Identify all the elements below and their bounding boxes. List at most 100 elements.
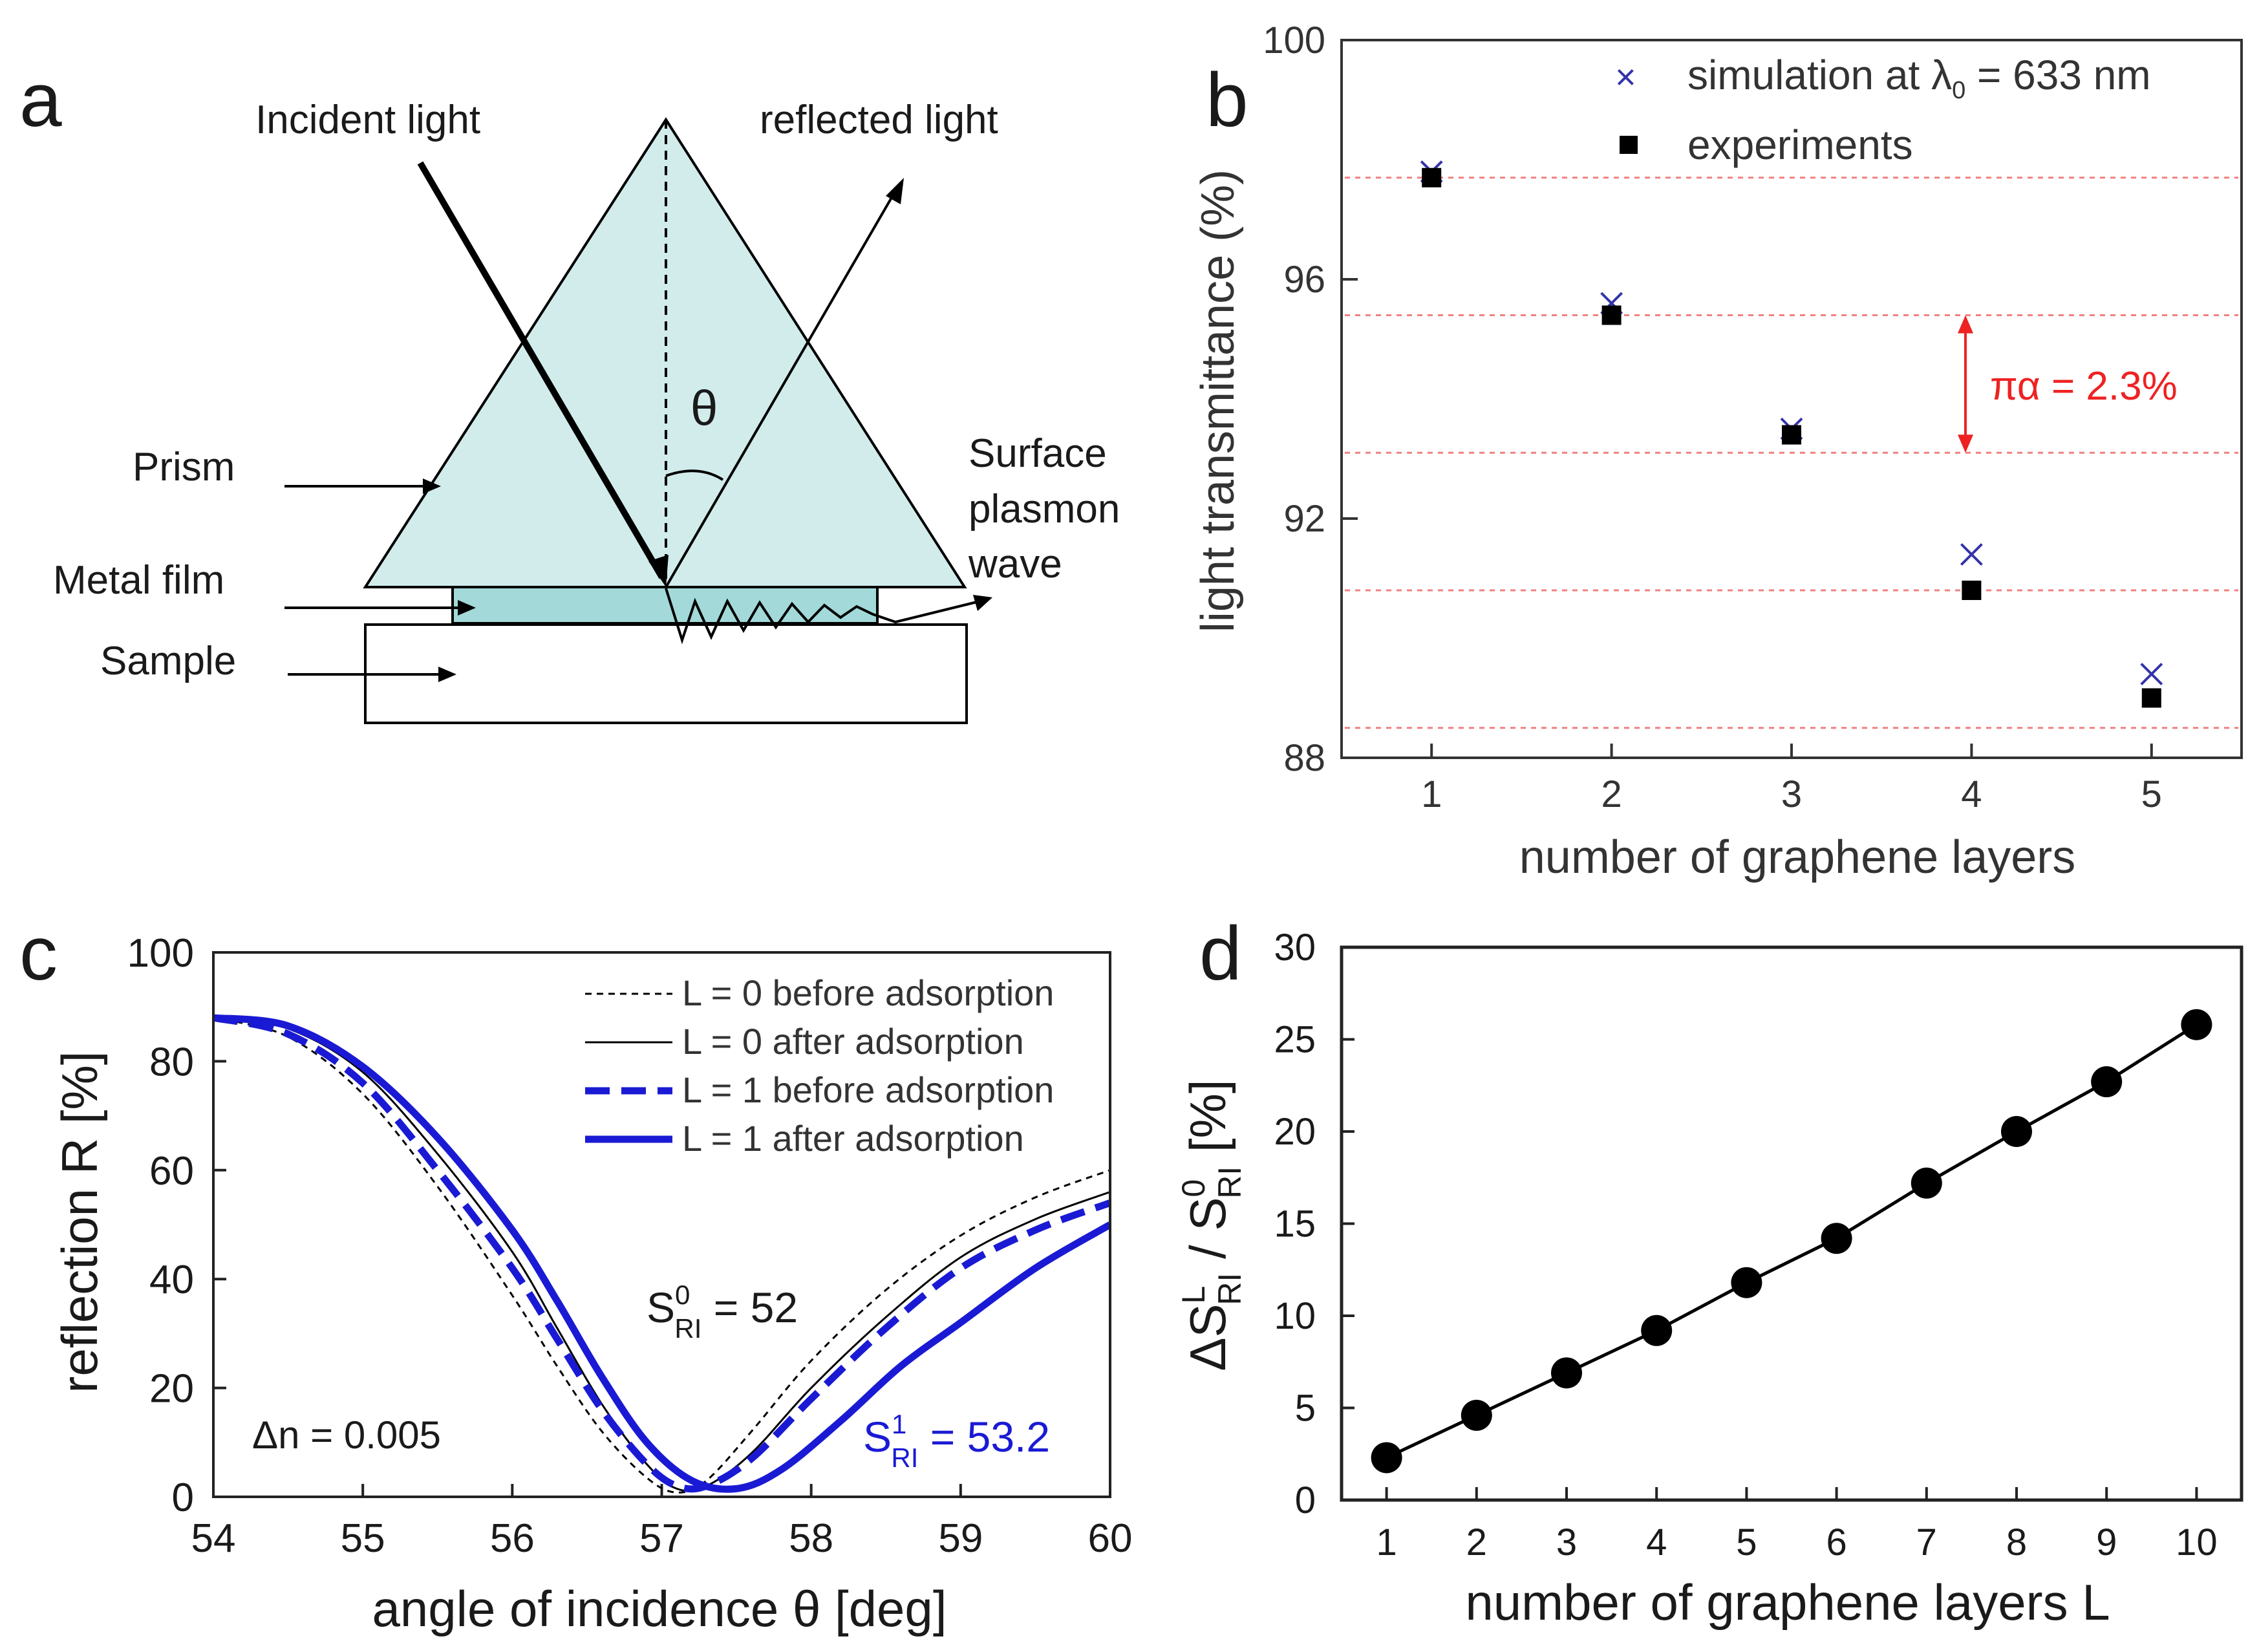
y-tick-label-d: 0 xyxy=(1295,1479,1316,1521)
legend-sim-tail: = 633 nm xyxy=(1965,52,2150,98)
pi-alpha-arrowhead-bottom xyxy=(1958,434,1973,453)
ticks-b: 1 2 3 4 5 88 92 96 100 xyxy=(1263,19,2162,815)
panel-label-a: a xyxy=(19,58,62,143)
film-pointer-head xyxy=(458,600,476,616)
data-point-d xyxy=(2001,1116,2032,1147)
s0-tail: = 52 xyxy=(701,1283,798,1331)
y-tick-label-d: 15 xyxy=(1274,1203,1316,1245)
s0-sub: RI xyxy=(674,1313,701,1344)
data-point-d xyxy=(1461,1399,1492,1431)
x-tick-label-d: 9 xyxy=(2096,1521,2117,1563)
theta-label: θ xyxy=(691,381,718,436)
x-tick-label-c: 56 xyxy=(490,1516,535,1561)
panel-b-chart: b 1 2 3 4 5 88 92 96 100 πα = 2.3% × simulation … xyxy=(1192,19,2243,883)
data-point-d xyxy=(1641,1314,1673,1346)
x-tick-label-b: 5 xyxy=(2141,773,2162,815)
experiment-point xyxy=(1422,167,1442,188)
x-tick-label-d: 8 xyxy=(2006,1521,2027,1563)
y-tick-label-b: 92 xyxy=(1283,498,1325,540)
sample-shape xyxy=(364,623,968,724)
s1-sup: 1 xyxy=(892,1409,906,1439)
y-tick-label-d: 25 xyxy=(1274,1019,1316,1061)
sample-label: Sample xyxy=(100,639,236,683)
incident-light-label: Incident light xyxy=(255,98,480,142)
plasmon-label: plasmon xyxy=(969,487,1120,531)
x-tick-label-d: 4 xyxy=(1646,1521,1667,1563)
panel-d-chart: d 1 2 3 4 5 6 7 8 9 10 0 5 10 15 20 25 30 number of grap… xyxy=(1175,911,2243,1631)
experiment-point xyxy=(1962,581,1982,600)
panel-label-c: c xyxy=(19,911,58,996)
metal-film-label: Metal film xyxy=(53,558,224,603)
ylab-sub1: RI xyxy=(1212,1273,1248,1305)
y-tick-label-b: 96 xyxy=(1283,259,1325,301)
x-tick-label-b: 4 xyxy=(1961,773,1982,815)
x-axis-label-d: number of graphene layers L xyxy=(1465,1574,2110,1631)
s0-annotation: S0 RI = 52 xyxy=(647,1280,798,1344)
curve-group-c xyxy=(215,1014,1109,1494)
x-tick-label-c: 57 xyxy=(639,1516,684,1561)
y-tick-label-c: 0 xyxy=(172,1475,194,1520)
legend-label-experiments: experiments xyxy=(1687,122,1913,168)
s0-main: S xyxy=(647,1283,675,1331)
y-tick-label-c: 100 xyxy=(127,931,194,976)
s1-annotation: S1 RI = 53.2 xyxy=(863,1409,1050,1473)
data-series-d xyxy=(1371,1009,2212,1474)
ylab-sup1: L xyxy=(1175,1286,1212,1304)
legend-sim-main: simulation at λ xyxy=(1687,52,1952,98)
y-tick-label-c: 20 xyxy=(149,1367,194,1411)
data-point-d xyxy=(1371,1442,1402,1474)
trend-line-d xyxy=(1386,1023,2198,1459)
annotation-b: πα = 2.3% xyxy=(1958,315,2178,453)
legend-marker-experiments xyxy=(1620,136,1638,154)
x-tick-label-d: 6 xyxy=(1826,1521,1847,1563)
legend-label-c: L = 0 after adsorption xyxy=(682,1021,1024,1062)
reflected-light-label: reflected light xyxy=(760,98,998,142)
legend-label-simulation: simulation at λ0 = 633 nm xyxy=(1687,52,2151,104)
x-tick-label-c: 55 xyxy=(341,1516,385,1561)
x-tick-label-d: 2 xyxy=(1466,1521,1487,1563)
metal-film-shape xyxy=(451,586,879,625)
curve-solid-thin xyxy=(215,1016,1109,1492)
x-tick-label-d: 7 xyxy=(1916,1521,1937,1563)
surface-label: Surface xyxy=(969,431,1107,476)
simulation-point xyxy=(1960,543,1983,566)
y-tick-label-c: 40 xyxy=(149,1258,194,1302)
legend-label-c: L = 1 before adsorption xyxy=(682,1069,1054,1110)
x-tick-label-c: 60 xyxy=(1088,1516,1133,1561)
legend-label-c: L = 0 before adsorption xyxy=(682,972,1054,1013)
x-tick-label-d: 10 xyxy=(2176,1521,2218,1563)
x-tick-label-b: 3 xyxy=(1781,773,1802,815)
s1-main: S xyxy=(863,1413,892,1461)
y-tick-label-d: 20 xyxy=(1274,1111,1316,1153)
incident-light-ray xyxy=(417,161,665,579)
incident-arrowhead xyxy=(648,555,669,587)
simulation-point-stroke-b xyxy=(1960,543,1983,566)
experiment-point xyxy=(1782,425,1801,445)
curve-solid-thick xyxy=(215,1014,1109,1493)
angle-arc xyxy=(665,469,724,481)
x-tick-label-d: 5 xyxy=(1736,1521,1757,1563)
curves-c xyxy=(215,1014,1109,1494)
y-axis-label-b: light transmittance (%) xyxy=(1192,169,1244,632)
x-tick-label-d: 1 xyxy=(1376,1521,1397,1563)
s1-tail: = 53.2 xyxy=(918,1413,1050,1461)
y-tick-label-c: 60 xyxy=(149,1149,194,1194)
data-point-d xyxy=(1821,1223,1852,1254)
panel-c-chart: c 54 55 56 57 58 59 60 0 20 40 60 80 100 L = 0 befor… xyxy=(19,911,1132,1637)
ylab-delta: ΔS xyxy=(1179,1303,1236,1371)
y-axis-label-c: reflection R [%] xyxy=(51,1051,108,1393)
data-point-d xyxy=(2091,1066,2123,1098)
y-tick-label-d: 30 xyxy=(1274,927,1316,969)
x-tick-label-d: 3 xyxy=(1556,1521,1577,1563)
surface-plasmon-wave xyxy=(665,588,980,645)
simulation-point xyxy=(2140,663,2163,685)
data-point-d xyxy=(1731,1267,1762,1298)
panel-label-d: d xyxy=(1199,911,1242,996)
simulation-point-stroke-b xyxy=(2140,663,2163,685)
x-tick-label-b: 2 xyxy=(1601,773,1622,815)
plasmon-arrowhead xyxy=(973,595,992,611)
y-tick-label-d: 10 xyxy=(1274,1295,1316,1337)
x-tick-label-c: 59 xyxy=(938,1516,983,1561)
ylab-slash: / S xyxy=(1179,1197,1236,1273)
